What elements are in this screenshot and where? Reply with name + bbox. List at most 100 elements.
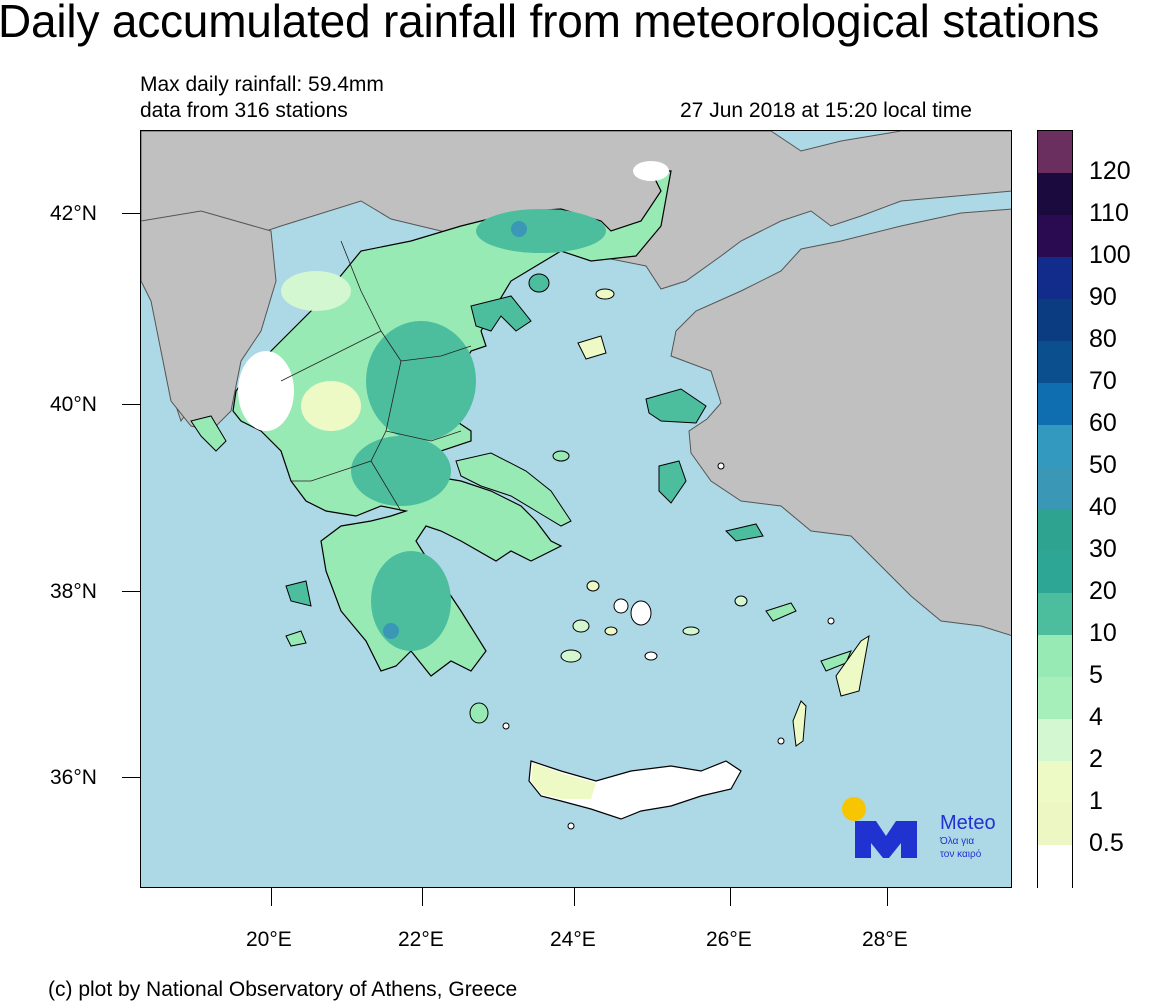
island-corfu [190,415,227,452]
colorbar-swatch [1038,383,1072,426]
lat-tick-mark [122,213,140,214]
colorbar-label: 120 [1089,157,1131,185]
colorbar-label: 70 [1089,367,1117,395]
rain-patch [383,623,399,639]
dry-patch [633,161,669,181]
rain-patch [371,551,451,651]
colorbar-label: 50 [1089,451,1117,479]
island-chios [658,460,687,504]
lon-tick-mark [730,888,731,906]
rain-patch [351,436,451,506]
lon-tick-mark [422,888,423,906]
region-borders [280,240,472,512]
lat-tick-mark [122,404,140,405]
meteo-logo [842,797,917,858]
lat-tick-mark [122,777,140,778]
colorbar-swatch [1038,173,1072,216]
island-cyclades [604,626,618,636]
logo-tagline-2: τον καιρό [940,849,982,860]
colorbar-swatch [1038,761,1072,804]
page-title: Daily accumulated rainfall from meteorol… [0,0,1100,47]
island-karpathos [792,700,807,747]
colorbar-swatch [1038,341,1072,384]
colorbar-label: 110 [1089,199,1129,227]
colorbar-swatch [1038,299,1072,342]
logo-sun-icon [842,797,866,821]
islet [777,737,785,745]
island-cyclades [613,598,629,614]
island-lesvos [645,388,707,424]
logo-m-icon [855,821,917,858]
island-cyclades [572,619,590,633]
map-canvas [141,131,1011,858]
dry-patch [281,271,351,311]
colorbar-label: 30 [1089,535,1117,563]
colorbar-swatch [1038,719,1072,762]
islet [502,722,510,730]
lon-tick-mark [574,888,575,906]
island-ikaria [765,602,797,622]
lon-tick-label: 24°E [550,928,596,951]
island-cyclades [682,626,700,636]
lat-tick-mark [122,591,140,592]
colorbar-swatch [1038,845,1072,888]
rain-patch [476,209,606,253]
lon-tick-label: 26°E [706,928,752,951]
max-rainfall-label: Max daily rainfall: 59.4mm [140,73,384,96]
lon-tick-label: 20°E [246,928,292,951]
island-limnos [577,335,607,360]
lat-tick-label: 42°N [50,202,97,225]
timestamp-label: 27 Jun 2018 at 15:20 local time [680,99,972,122]
islet [567,822,575,830]
colorbar-label: 80 [1089,325,1117,353]
island-cyclades [644,651,658,661]
colorbar-swatch [1038,425,1072,468]
island-kefalonia [285,580,312,607]
island-zakynthos [285,630,307,647]
island-cyclades [630,600,652,626]
colorbar-swatch [1038,803,1072,846]
chalkidiki [470,295,532,332]
lon-tick-label: 22°E [398,928,444,951]
lat-tick-label: 38°N [50,580,97,603]
island-kythira [469,702,489,724]
colorbar-label: 0.5 [1089,829,1124,857]
colorbar-swatch [1038,551,1072,594]
colorbar-label: 20 [1089,577,1117,605]
logo-tagline-1: Όλα για [940,836,975,847]
turkey-landmass [670,208,1011,636]
dry-patch [238,351,294,431]
colorbar-label: 10 [1089,619,1117,647]
colorbar-label: 1 [1089,787,1103,815]
islet [827,617,835,625]
island-crete [528,760,742,820]
island-samothraki [595,288,615,300]
island-skyros [552,450,570,462]
colorbar-swatch [1038,257,1072,300]
colorbar-swatch [1038,677,1072,720]
rainfall-map[interactable] [140,130,1012,888]
island-rhodes [835,634,870,697]
island-samos [725,523,764,542]
lon-tick-label: 28°E [862,928,908,951]
lon-tick-mark [887,888,888,906]
crete-west-rain [531,763,596,799]
colorbar-label: 4 [1089,703,1103,731]
colorbar-label: 90 [1089,283,1117,311]
colorbar-swatch [1038,593,1072,636]
logo-name: Meteo [940,812,996,834]
colorbar-swatch [1038,635,1072,678]
rain-patch [366,321,476,441]
lon-tick-mark [271,888,272,906]
lat-tick-label: 36°N [50,766,97,789]
colorbar-swatch [1038,467,1072,510]
islet [717,462,725,470]
colorbar-label: 5 [1089,661,1103,689]
station-count-label: data from 316 stations [140,99,348,122]
albania-landmass [141,210,277,432]
colorbar-swatch [1038,509,1072,552]
colorbar-label: 2 [1089,745,1103,773]
colorbar-label: 60 [1089,409,1117,437]
island-cyclades [560,649,582,663]
island-cyclades [734,595,748,607]
